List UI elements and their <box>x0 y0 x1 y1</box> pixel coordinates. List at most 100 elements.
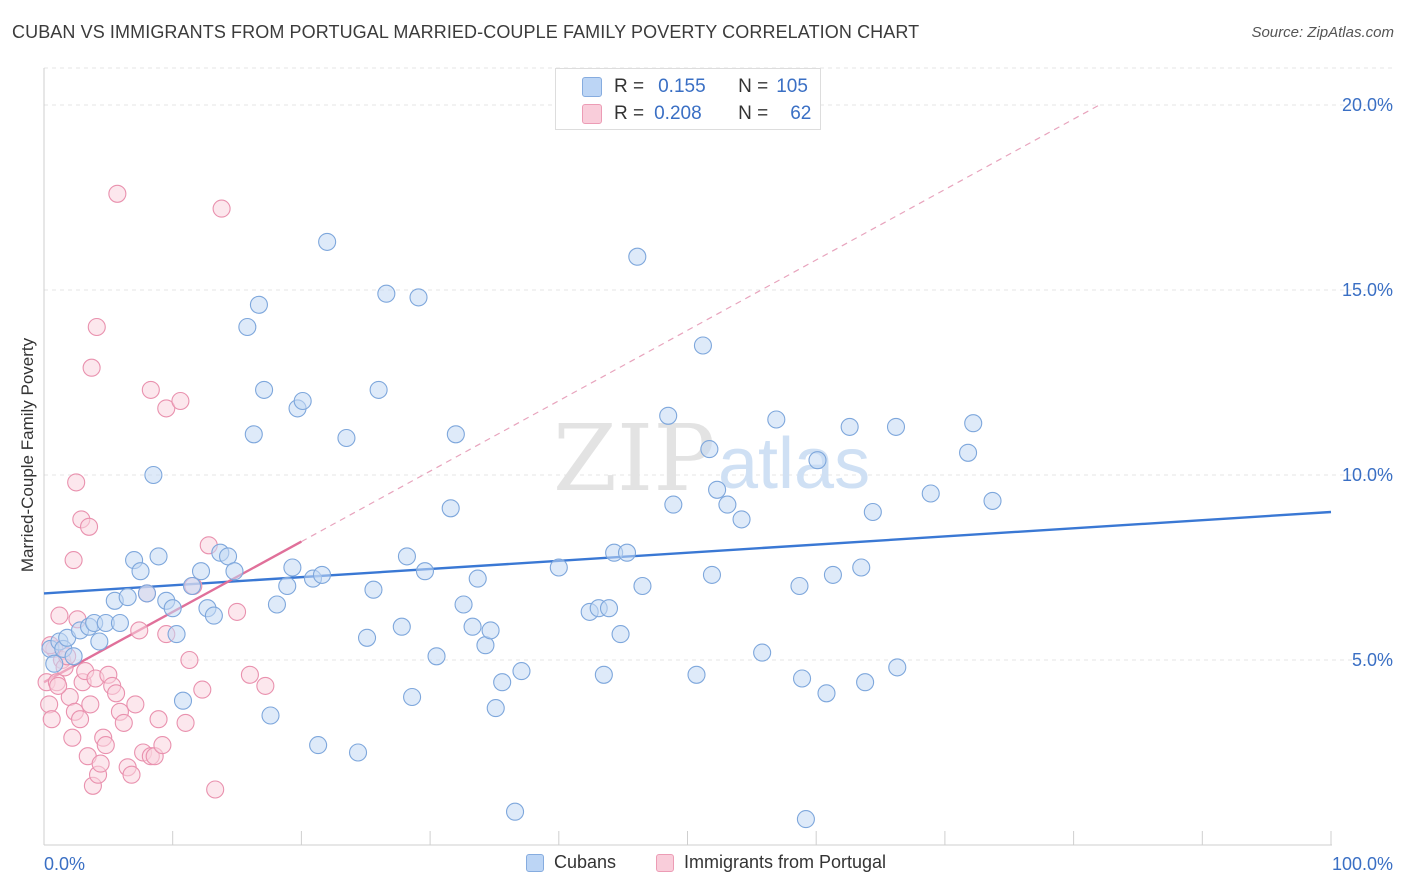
cuban-point <box>167 625 186 644</box>
series-legend: Cubans Immigrants from Portugal <box>0 850 1406 880</box>
portugal-point <box>193 680 212 699</box>
cuban-point <box>318 232 337 251</box>
cuban-point <box>118 588 137 607</box>
n-value: 62 <box>790 103 812 124</box>
portugal-points <box>37 184 275 799</box>
cuban-point <box>204 606 223 625</box>
cuban-point <box>693 336 712 355</box>
x-tick-label-min: 0.0% <box>44 854 85 874</box>
cuban-point <box>441 499 460 518</box>
y-tick-labels: 5.0% 10.0% 15.0% 20.0% <box>1342 95 1393 670</box>
portugal-point <box>153 736 172 755</box>
cuban-point <box>611 625 630 644</box>
cuban-point <box>700 440 719 459</box>
cuban-point <box>369 380 388 399</box>
cuban-point <box>173 691 193 710</box>
cuban-point <box>283 558 302 577</box>
portugal-point <box>180 650 199 670</box>
cuban-point <box>131 562 150 581</box>
portugal-point <box>122 765 141 784</box>
cuban-point <box>267 595 286 614</box>
cuban-point <box>599 599 619 618</box>
cuban-point <box>732 510 751 529</box>
y-tick-label: 20.0% <box>1342 95 1393 115</box>
cuban-point <box>886 417 906 436</box>
n-label: N = <box>738 103 769 124</box>
portugal-point <box>157 399 176 418</box>
portugal-point <box>49 676 68 695</box>
cuban-point <box>687 665 706 684</box>
cuban-point <box>244 425 263 444</box>
cuban-point <box>45 654 64 673</box>
cuban-point <box>790 576 809 596</box>
cuban-point <box>403 687 422 707</box>
portugal-point <box>96 736 115 755</box>
legend-item-cubans: Cubans <box>526 852 616 873</box>
cuban-point <box>549 558 568 577</box>
legend-item-portugal: Immigrants from Portugal <box>656 852 886 873</box>
cuban-point <box>767 410 786 429</box>
cuban-point <box>964 414 983 433</box>
portugal-point <box>70 710 90 729</box>
watermark-zip: ZIP <box>553 405 715 512</box>
portugal-point <box>206 780 225 799</box>
cuban-point <box>983 491 1002 510</box>
portugal-point <box>82 358 101 377</box>
cuban-point <box>397 547 416 566</box>
portugal-point <box>256 676 275 695</box>
cuban-point <box>255 380 274 399</box>
cuban-point <box>377 284 396 303</box>
legend-swatch-portugal <box>656 853 674 872</box>
portugal-point <box>87 317 106 337</box>
portugal-point <box>91 754 110 773</box>
cuban-point <box>392 617 411 636</box>
cuban-point <box>659 406 678 425</box>
cuban-point <box>238 317 257 337</box>
correlation-legend: R = 0.155 N = 105 R = 0.208 N = 62 <box>555 68 821 130</box>
cuban-point <box>261 706 280 725</box>
portugal-point <box>141 380 160 399</box>
portugal-point <box>130 621 149 640</box>
cuban-point <box>505 802 525 821</box>
cuban-point <box>888 658 907 677</box>
cuban-point <box>512 662 531 681</box>
legend-swatch-cubans <box>526 853 544 872</box>
portugal-point <box>64 551 83 570</box>
watermark-atlas: atlas <box>718 424 870 504</box>
cuban-point <box>481 621 500 640</box>
cuban-point <box>110 613 129 633</box>
portugal-point <box>81 695 100 714</box>
watermark: ZIP atlas <box>553 405 870 512</box>
cuban-point <box>182 576 202 596</box>
trend-lines <box>43 104 1332 684</box>
cuban-point <box>163 599 182 618</box>
legend-swatch-cubans <box>582 77 602 97</box>
r-value: 0.155 <box>658 76 706 97</box>
cuban-point <box>348 743 368 762</box>
legend-row-portugal: R = 0.208 N = 62 <box>582 101 811 127</box>
portugal-point <box>63 728 82 747</box>
n-value: 105 <box>776 76 808 97</box>
portugal-point <box>149 710 168 729</box>
cuban-point <box>312 565 332 584</box>
r-label: R = <box>614 76 645 97</box>
legend-label-cubans: Cubans <box>554 852 617 872</box>
r-value: 0.208 <box>654 103 702 124</box>
cuban-point <box>90 632 109 651</box>
portugal-point <box>228 602 247 621</box>
portugal-point <box>107 684 126 703</box>
portugal-point <box>114 713 133 732</box>
cuban-point <box>364 580 383 599</box>
cuban-point <box>468 569 487 588</box>
portugal-point <box>67 473 86 492</box>
source-label: Source: ZipAtlas.com <box>1251 24 1394 41</box>
cuban-point <box>796 810 815 829</box>
cuban-point <box>702 565 722 584</box>
cuban-point <box>463 617 482 636</box>
cuban-point <box>718 495 737 514</box>
r-label: R = <box>614 103 645 124</box>
cuban-point <box>415 562 435 581</box>
cuban-point <box>149 547 168 566</box>
y-tick-label: 15.0% <box>1342 280 1393 300</box>
